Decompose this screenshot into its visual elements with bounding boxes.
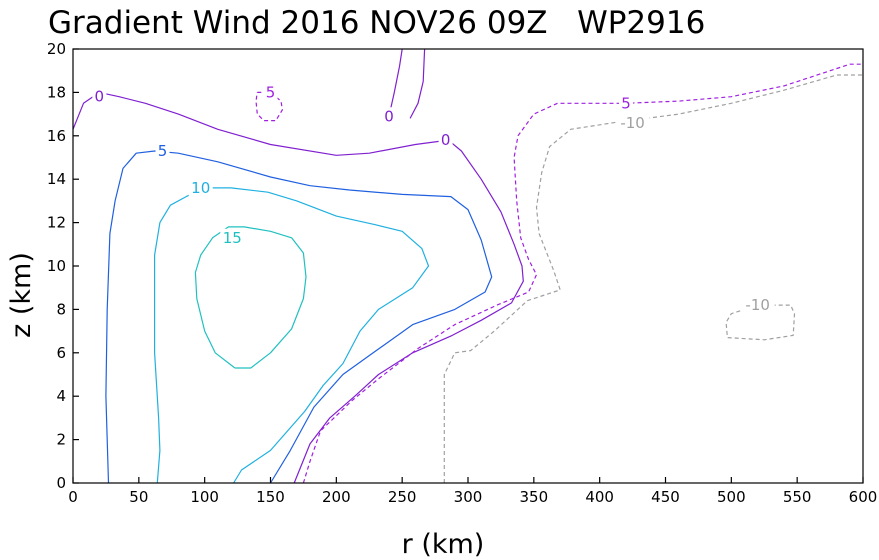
x-tick-label: 600 xyxy=(849,488,878,506)
chart-title: Gradient Wind 2016 NOV26 09Z WP2916 xyxy=(48,5,705,41)
contour-label-mask xyxy=(619,94,633,113)
x-tick-label: 150 xyxy=(256,488,285,506)
contour-label-minus-5: 5 xyxy=(266,83,276,101)
x-tick-label: 450 xyxy=(651,488,680,506)
contour-label-mask xyxy=(92,87,107,106)
contour-line-10 xyxy=(154,187,430,484)
y-axis-label: z (km) xyxy=(6,252,37,338)
y-tick-label: 2 xyxy=(56,431,66,449)
x-axis-label: r (km) xyxy=(402,529,485,560)
y-tick-label: 14 xyxy=(47,170,66,188)
contour-label-mask xyxy=(615,113,650,132)
x-tick-label: 300 xyxy=(454,488,483,506)
contour-label-mask xyxy=(438,131,453,150)
contour-line-5 xyxy=(105,150,493,484)
x-tick-label: 500 xyxy=(717,488,746,506)
contour-label-mask xyxy=(188,178,213,197)
contour-layer: 15 10 5 0 0 0 5 5 -10 -10 xyxy=(72,48,863,484)
contour-label-minus-5: 5 xyxy=(621,94,631,112)
contour-label-mask xyxy=(740,296,775,315)
y-tick-label: 8 xyxy=(56,300,66,318)
y-tick-label: 18 xyxy=(47,83,66,101)
x-tick-label: 0 xyxy=(68,488,78,506)
y-tick-label: 12 xyxy=(47,214,66,232)
x-tick-label: 550 xyxy=(783,488,812,506)
contour-label-mask xyxy=(155,141,170,160)
contour-line-0 xyxy=(409,48,426,119)
x-tick-label: 50 xyxy=(129,488,148,506)
contour-label-minus-10: -10 xyxy=(620,114,645,132)
contour-line-minus-10 xyxy=(443,74,863,483)
x-tick-label: 350 xyxy=(520,488,549,506)
contour-label-15: 15 xyxy=(223,229,242,247)
contour-label-minus-10: -10 xyxy=(745,296,770,314)
contour-line-minus-5 xyxy=(302,63,863,484)
y-tick-label: 0 xyxy=(56,474,66,492)
x-tick-label: 200 xyxy=(322,488,351,506)
contour-label-0: 0 xyxy=(384,107,394,125)
contour-label-0: 0 xyxy=(441,131,451,149)
x-tick-label: 100 xyxy=(190,488,219,506)
contour-label-mask xyxy=(263,83,278,102)
y-tick-label: 6 xyxy=(56,344,66,362)
y-tick-label: 4 xyxy=(56,387,66,405)
contour-label-10: 10 xyxy=(191,179,210,197)
y-tick-label: 16 xyxy=(47,127,66,145)
contour-label-0: 0 xyxy=(95,88,105,106)
contour-line-15 xyxy=(194,226,307,369)
axis-layer: 0 50 100 150 200 250 300 350 400 450 500 550 6000246… xyxy=(47,40,877,506)
contour-label-5: 5 xyxy=(158,142,168,160)
contour-line-0 xyxy=(72,91,524,484)
contour-label-mask xyxy=(382,107,396,126)
contour-line-minus-10 xyxy=(725,304,796,341)
y-tick-label: 20 xyxy=(47,40,66,58)
contour-line-0 xyxy=(388,48,403,117)
x-tick-label: 400 xyxy=(585,488,614,506)
contour-label-mask xyxy=(220,228,245,247)
y-tick-label: 10 xyxy=(47,257,66,275)
x-tick-label: 250 xyxy=(388,488,417,506)
